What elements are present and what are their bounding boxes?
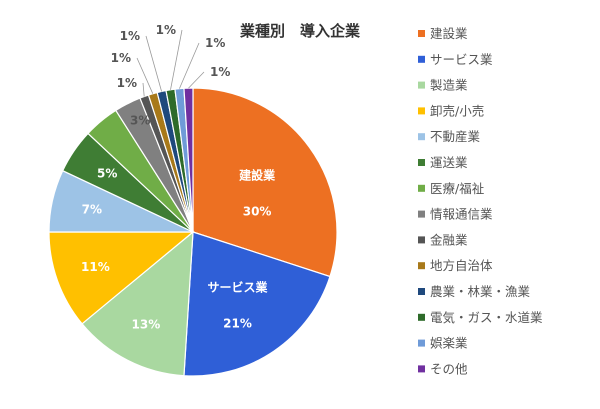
legend-entry: 電気・ガス・水道業 [430, 310, 543, 325]
leader-line [136, 57, 154, 94]
slice-value-label: 30% [243, 204, 272, 218]
leader-line [188, 71, 205, 89]
legend-swatch [418, 236, 425, 244]
pie-slice [81, 230, 194, 377]
legend-entry: 不動産業 [430, 129, 481, 144]
legend-swatch [418, 313, 425, 321]
legend-swatch [418, 30, 425, 37]
slice-value-label: 1% [156, 23, 176, 37]
legend-entry: 卸売/小売 [430, 103, 484, 118]
pie-slice [192, 87, 338, 278]
leader-line [145, 35, 162, 92]
leader-lines [136, 29, 205, 97]
legend-swatch [418, 262, 425, 270]
slice-value-label: 7% [82, 202, 102, 216]
slice-value-label: 3% [130, 114, 150, 128]
legend-swatch [418, 365, 425, 373]
legend: 建設業サービス業製造業卸売/小売不動産業運送業医療/福祉情報通信業金融業地方自治… [418, 26, 543, 376]
legend-entry: その他 [430, 361, 468, 376]
legend-swatch [418, 107, 425, 115]
legend-swatch [418, 339, 425, 347]
pie-slices [48, 87, 338, 377]
legend-swatch [418, 81, 425, 89]
legend-swatch [418, 184, 425, 192]
slice-value-label: 11% [81, 260, 110, 274]
slice-value-label: 1% [111, 51, 131, 65]
legend-swatch [418, 288, 425, 295]
legend-entry: 運送業 [430, 155, 468, 170]
slice-labels: 建設業 30% サービス業 21% 13% 11% 7% 5% 3% 1% 1% 1% 1% 1% 1% [81, 23, 276, 331]
slice-value-label: 1% [117, 76, 137, 90]
slice-category-label: 建設業 [238, 167, 276, 182]
legend-swatch [418, 133, 425, 141]
leader-line [170, 29, 183, 90]
leader-line [142, 82, 145, 97]
slice-value-label: 13% [132, 317, 161, 331]
slice-value-label: 5% [97, 167, 117, 181]
slice-value-label: 1% [210, 65, 230, 79]
slice-value-label: 1% [205, 36, 225, 50]
legend-entry: 製造業 [430, 78, 468, 93]
legend-entry: 情報通信業 [430, 207, 493, 222]
legend-swatch [418, 159, 425, 166]
legend-swatch [418, 210, 425, 218]
legend-entry: 建設業 [430, 26, 468, 41]
pie-slice [183, 231, 331, 377]
legend-entry: サービス業 [430, 52, 493, 67]
legend-entry: 医療/福祉 [430, 181, 485, 196]
pie-slice [48, 231, 195, 325]
slice-value-label: 21% [223, 317, 252, 331]
legend-entry: 金融業 [430, 232, 468, 247]
legend-entry: 娯楽業 [430, 336, 468, 351]
chart-title: 業種別 導入企業 [239, 22, 361, 40]
leader-line [179, 42, 200, 89]
legend-entry: 農業・林業・漁業 [430, 284, 531, 299]
legend-swatch [418, 55, 425, 63]
slice-category-label: サービス業 [207, 280, 268, 295]
slice-value-label: 1% [120, 29, 140, 43]
legend-entry: 地方自治体 [430, 258, 493, 273]
